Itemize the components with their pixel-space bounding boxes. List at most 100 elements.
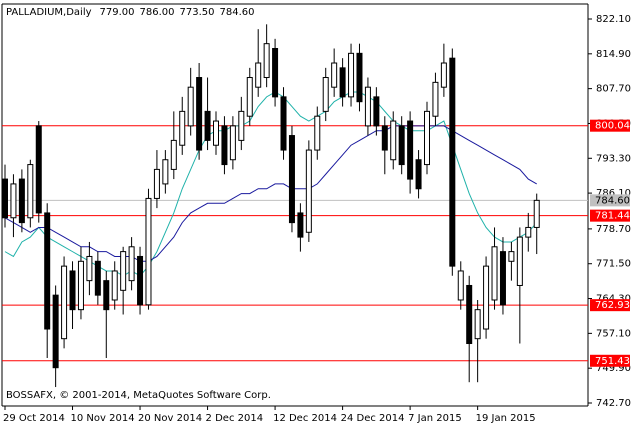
candle-body bbox=[516, 236, 523, 286]
y-tick-label: 814.90 bbox=[596, 49, 631, 60]
moving-average bbox=[4, 125, 537, 262]
candle-body bbox=[221, 125, 228, 166]
candle-body bbox=[170, 139, 177, 170]
candle-body bbox=[407, 120, 414, 180]
moving-average bbox=[4, 91, 538, 277]
copyright: BOSSAFX, © 2001-2014, MetaQuotes Softwar… bbox=[6, 390, 271, 401]
header-value: 779.00 bbox=[100, 7, 135, 18]
candle-body bbox=[103, 280, 110, 311]
x-tick-label: 29 Oct 2014 bbox=[3, 413, 65, 424]
candle-body bbox=[474, 309, 481, 340]
level-label: 781.44 bbox=[595, 211, 630, 222]
x-tick-label: 12 Dec 2014 bbox=[273, 413, 337, 424]
candle-body bbox=[483, 265, 490, 330]
x-tick-label: 7 Jan 2015 bbox=[408, 413, 462, 424]
header-value: 786.00 bbox=[140, 7, 175, 18]
candle-body bbox=[272, 48, 279, 98]
level-tag bbox=[590, 354, 630, 367]
candle-body bbox=[424, 110, 430, 166]
current-price-tag bbox=[590, 194, 630, 207]
candle-body bbox=[297, 212, 304, 238]
candle-body bbox=[381, 125, 388, 151]
candle-body bbox=[196, 77, 203, 151]
candle-body bbox=[263, 43, 270, 79]
level-tag bbox=[590, 209, 630, 222]
candle-body bbox=[339, 67, 346, 98]
y-tick-label: 786.10 bbox=[596, 188, 631, 199]
y-tick-label: 807.70 bbox=[596, 84, 631, 95]
candle-body bbox=[2, 178, 8, 219]
candle-body bbox=[373, 96, 380, 127]
candle-body bbox=[356, 52, 363, 103]
candle-body bbox=[145, 197, 152, 306]
candle-body bbox=[10, 183, 17, 219]
candle-body bbox=[52, 294, 59, 369]
y-tick-label: 757.10 bbox=[596, 328, 631, 339]
labels: PALLADIUM,Daily BOSSAFX, © 2001-2014, Me… bbox=[3, 7, 631, 424]
y-tick-label: 742.70 bbox=[596, 398, 631, 409]
candle-body bbox=[415, 159, 422, 190]
candle-body bbox=[18, 178, 25, 224]
level-tag bbox=[590, 299, 630, 312]
x-tick-label: 2 Dec 2014 bbox=[206, 413, 264, 424]
y-tick-label: 749.90 bbox=[596, 363, 631, 374]
plot bbox=[2, 18, 592, 410]
candle-body bbox=[348, 52, 355, 98]
candle-body bbox=[449, 57, 456, 267]
candle-body bbox=[61, 265, 68, 340]
candle-body bbox=[331, 62, 338, 88]
y-tick-label: 778.70 bbox=[596, 224, 631, 235]
candle-body bbox=[111, 270, 118, 301]
candle-body bbox=[44, 212, 51, 330]
candle-body bbox=[280, 96, 287, 151]
candle-body bbox=[128, 246, 135, 282]
candle-body bbox=[238, 110, 245, 141]
x-tick-label: 10 Nov 2014 bbox=[71, 413, 135, 424]
candle-body bbox=[77, 260, 84, 311]
candle-body bbox=[246, 77, 253, 117]
candle-body bbox=[94, 260, 101, 296]
candle-body bbox=[213, 120, 219, 146]
candle-body bbox=[137, 255, 144, 306]
candle-body bbox=[35, 125, 42, 214]
candle-body bbox=[153, 168, 160, 199]
candle-body bbox=[525, 226, 532, 238]
candle-body bbox=[440, 62, 447, 88]
x-tick-label: 19 Jan 2015 bbox=[476, 413, 536, 424]
candle-body bbox=[86, 255, 93, 282]
candle-body bbox=[508, 251, 515, 262]
candle-body bbox=[27, 164, 34, 219]
candle-body bbox=[499, 251, 506, 306]
chart-title: PALLADIUM,Daily bbox=[6, 7, 92, 18]
level-label: 751.43 bbox=[595, 356, 630, 367]
candle-body bbox=[466, 284, 473, 345]
candle-body bbox=[187, 86, 194, 127]
candle-body bbox=[457, 270, 464, 301]
current-price-label: 784.60 bbox=[595, 195, 630, 206]
y-tick-label: 764.30 bbox=[596, 294, 631, 305]
y-tick-label: 822.10 bbox=[596, 14, 631, 25]
candle-body bbox=[314, 115, 321, 151]
candle-body bbox=[69, 270, 76, 311]
level-label: 762.93 bbox=[595, 300, 630, 311]
candle-body bbox=[120, 251, 127, 291]
candle-body bbox=[432, 81, 439, 117]
candle-body bbox=[491, 246, 498, 301]
y-tick-label: 793.30 bbox=[596, 153, 631, 164]
candle-body bbox=[398, 125, 405, 166]
x-tick-label: 24 Dec 2014 bbox=[341, 413, 405, 424]
y-tick-label: 771.50 bbox=[596, 259, 631, 270]
candle-body bbox=[533, 199, 540, 228]
candle-body bbox=[288, 135, 295, 224]
x-tick-label: 20 Nov 2014 bbox=[138, 413, 202, 424]
header-value: 784.60 bbox=[220, 7, 255, 18]
candle-body bbox=[390, 120, 397, 161]
candle-body bbox=[229, 125, 236, 161]
level-tag bbox=[590, 119, 630, 132]
candle-body bbox=[255, 62, 262, 88]
candle-body bbox=[322, 77, 329, 112]
candle-body bbox=[204, 110, 211, 141]
header-value: 773.50 bbox=[180, 7, 215, 18]
